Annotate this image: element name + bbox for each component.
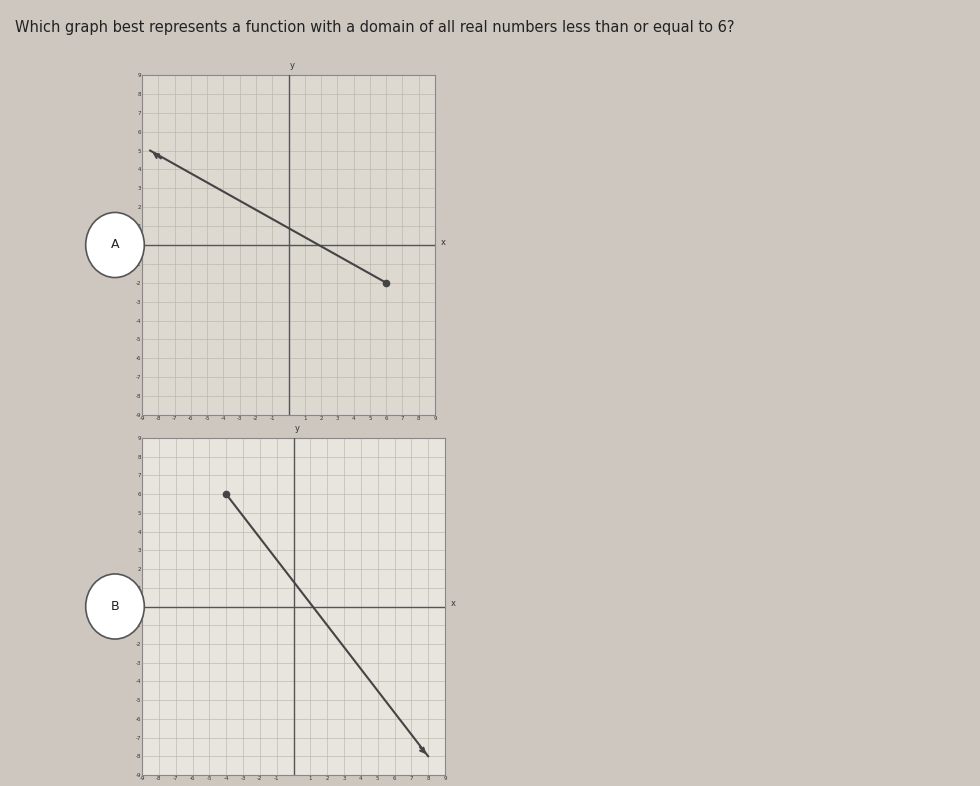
Text: A: A <box>111 238 120 252</box>
Text: Which graph best represents a function with a domain of all real numbers less th: Which graph best represents a function w… <box>15 20 734 35</box>
Text: x: x <box>441 237 446 247</box>
Circle shape <box>85 212 144 277</box>
Text: B: B <box>111 600 120 613</box>
Text: y: y <box>294 424 299 433</box>
Circle shape <box>85 574 144 639</box>
Text: y: y <box>289 61 294 70</box>
Text: x: x <box>451 599 456 608</box>
